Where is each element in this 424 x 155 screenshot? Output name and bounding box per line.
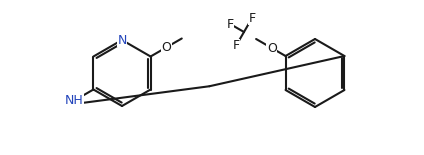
Text: O: O (161, 41, 171, 54)
Text: O: O (267, 42, 276, 55)
Text: F: F (248, 12, 256, 25)
Text: F: F (226, 18, 234, 31)
Text: NH: NH (65, 94, 84, 107)
Text: N: N (117, 33, 127, 46)
Text: F: F (232, 39, 240, 52)
